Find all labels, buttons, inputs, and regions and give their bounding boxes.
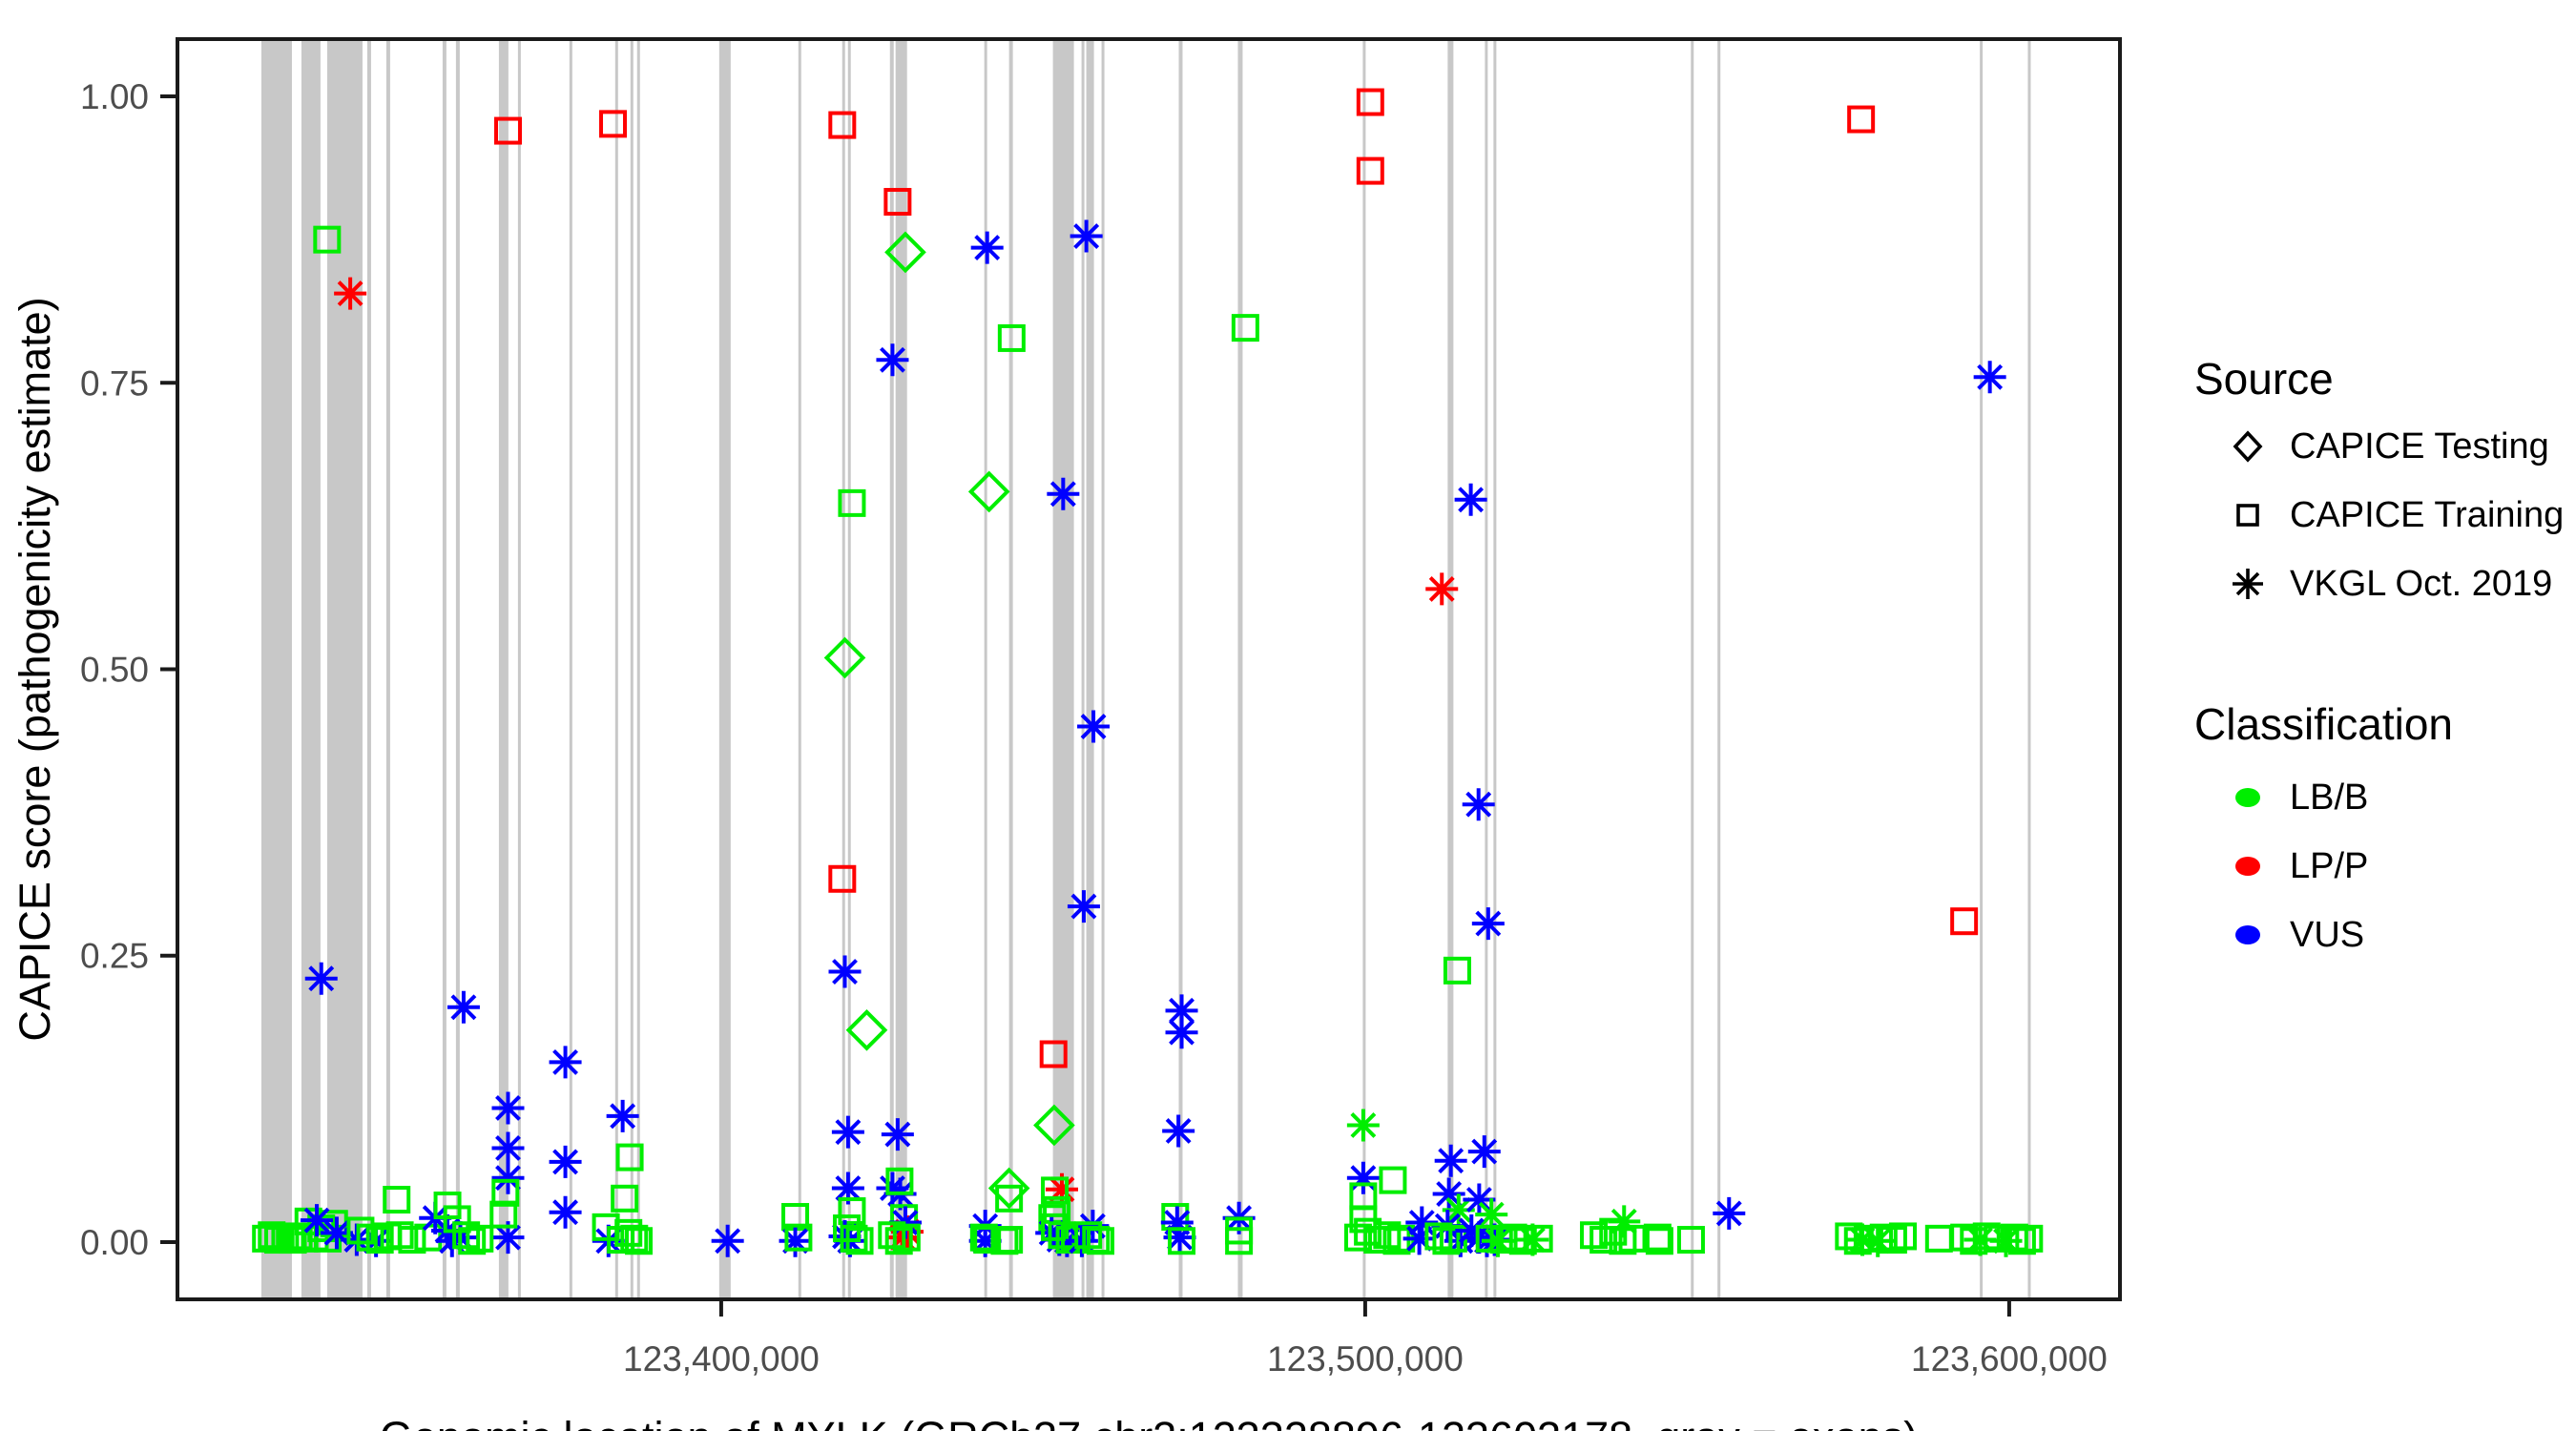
legend-label-lbb: LB/B <box>2290 777 2369 818</box>
lbb-dot-icon <box>2235 788 2260 807</box>
asterisk-icon <box>2233 569 2263 599</box>
y-tick-label: 0.75 <box>80 363 149 403</box>
data-points <box>252 88 2044 1257</box>
square-icon <box>2236 504 2259 527</box>
legend-label-vus: VUS <box>2290 914 2365 955</box>
legend-item-capice-training: CAPICE Training <box>2219 487 2564 544</box>
x-tick-label: 123,400,000 <box>623 1339 820 1379</box>
legend-item-lbb: LB/B <box>2219 769 2368 826</box>
legend-item-vkgl: VKGL Oct. 2019 <box>2219 555 2552 612</box>
legend-label-capice-training: CAPICE Training <box>2290 494 2565 535</box>
legend-item-vus: VUS <box>2219 906 2364 964</box>
exon-bands <box>260 39 2031 1299</box>
y-axis-title: CAPICE score (pathogenicity estimate) <box>10 297 59 1041</box>
lpp-dot-icon <box>2235 857 2260 876</box>
y-tick-label: 0.50 <box>80 651 149 690</box>
x-tick-label: 123,500,000 <box>1267 1339 1464 1379</box>
y-tick-label: 1.00 <box>80 77 149 116</box>
legend-classification-title: Classification <box>2194 699 2453 749</box>
vus-dot-icon <box>2235 925 2260 944</box>
y-tick-label: 0.25 <box>80 937 149 976</box>
legend-item-capice-testing: CAPICE Testing <box>2219 418 2549 475</box>
legend-item-lpp: LP/P <box>2219 838 2368 895</box>
legend-label-lpp: LP/P <box>2290 845 2369 886</box>
axes: 0.00 0.25 0.50 0.75 1.00 123,400,000 123,500,0… <box>80 77 2108 1379</box>
y-tick-label: 0.00 <box>80 1223 149 1262</box>
diamond-icon <box>2233 430 2263 463</box>
x-tick-label: 123,600,000 <box>1911 1339 2108 1379</box>
legend-label-vkgl: VKGL Oct. 2019 <box>2290 563 2553 604</box>
panel-border <box>176 37 2122 1301</box>
legend-label-capice-testing: CAPICE Testing <box>2290 425 2549 467</box>
legend-source-title: Source <box>2194 354 2334 404</box>
x-axis-title: Genomic location of MYLK (GRCh37 chr3:12… <box>380 1413 1918 1431</box>
